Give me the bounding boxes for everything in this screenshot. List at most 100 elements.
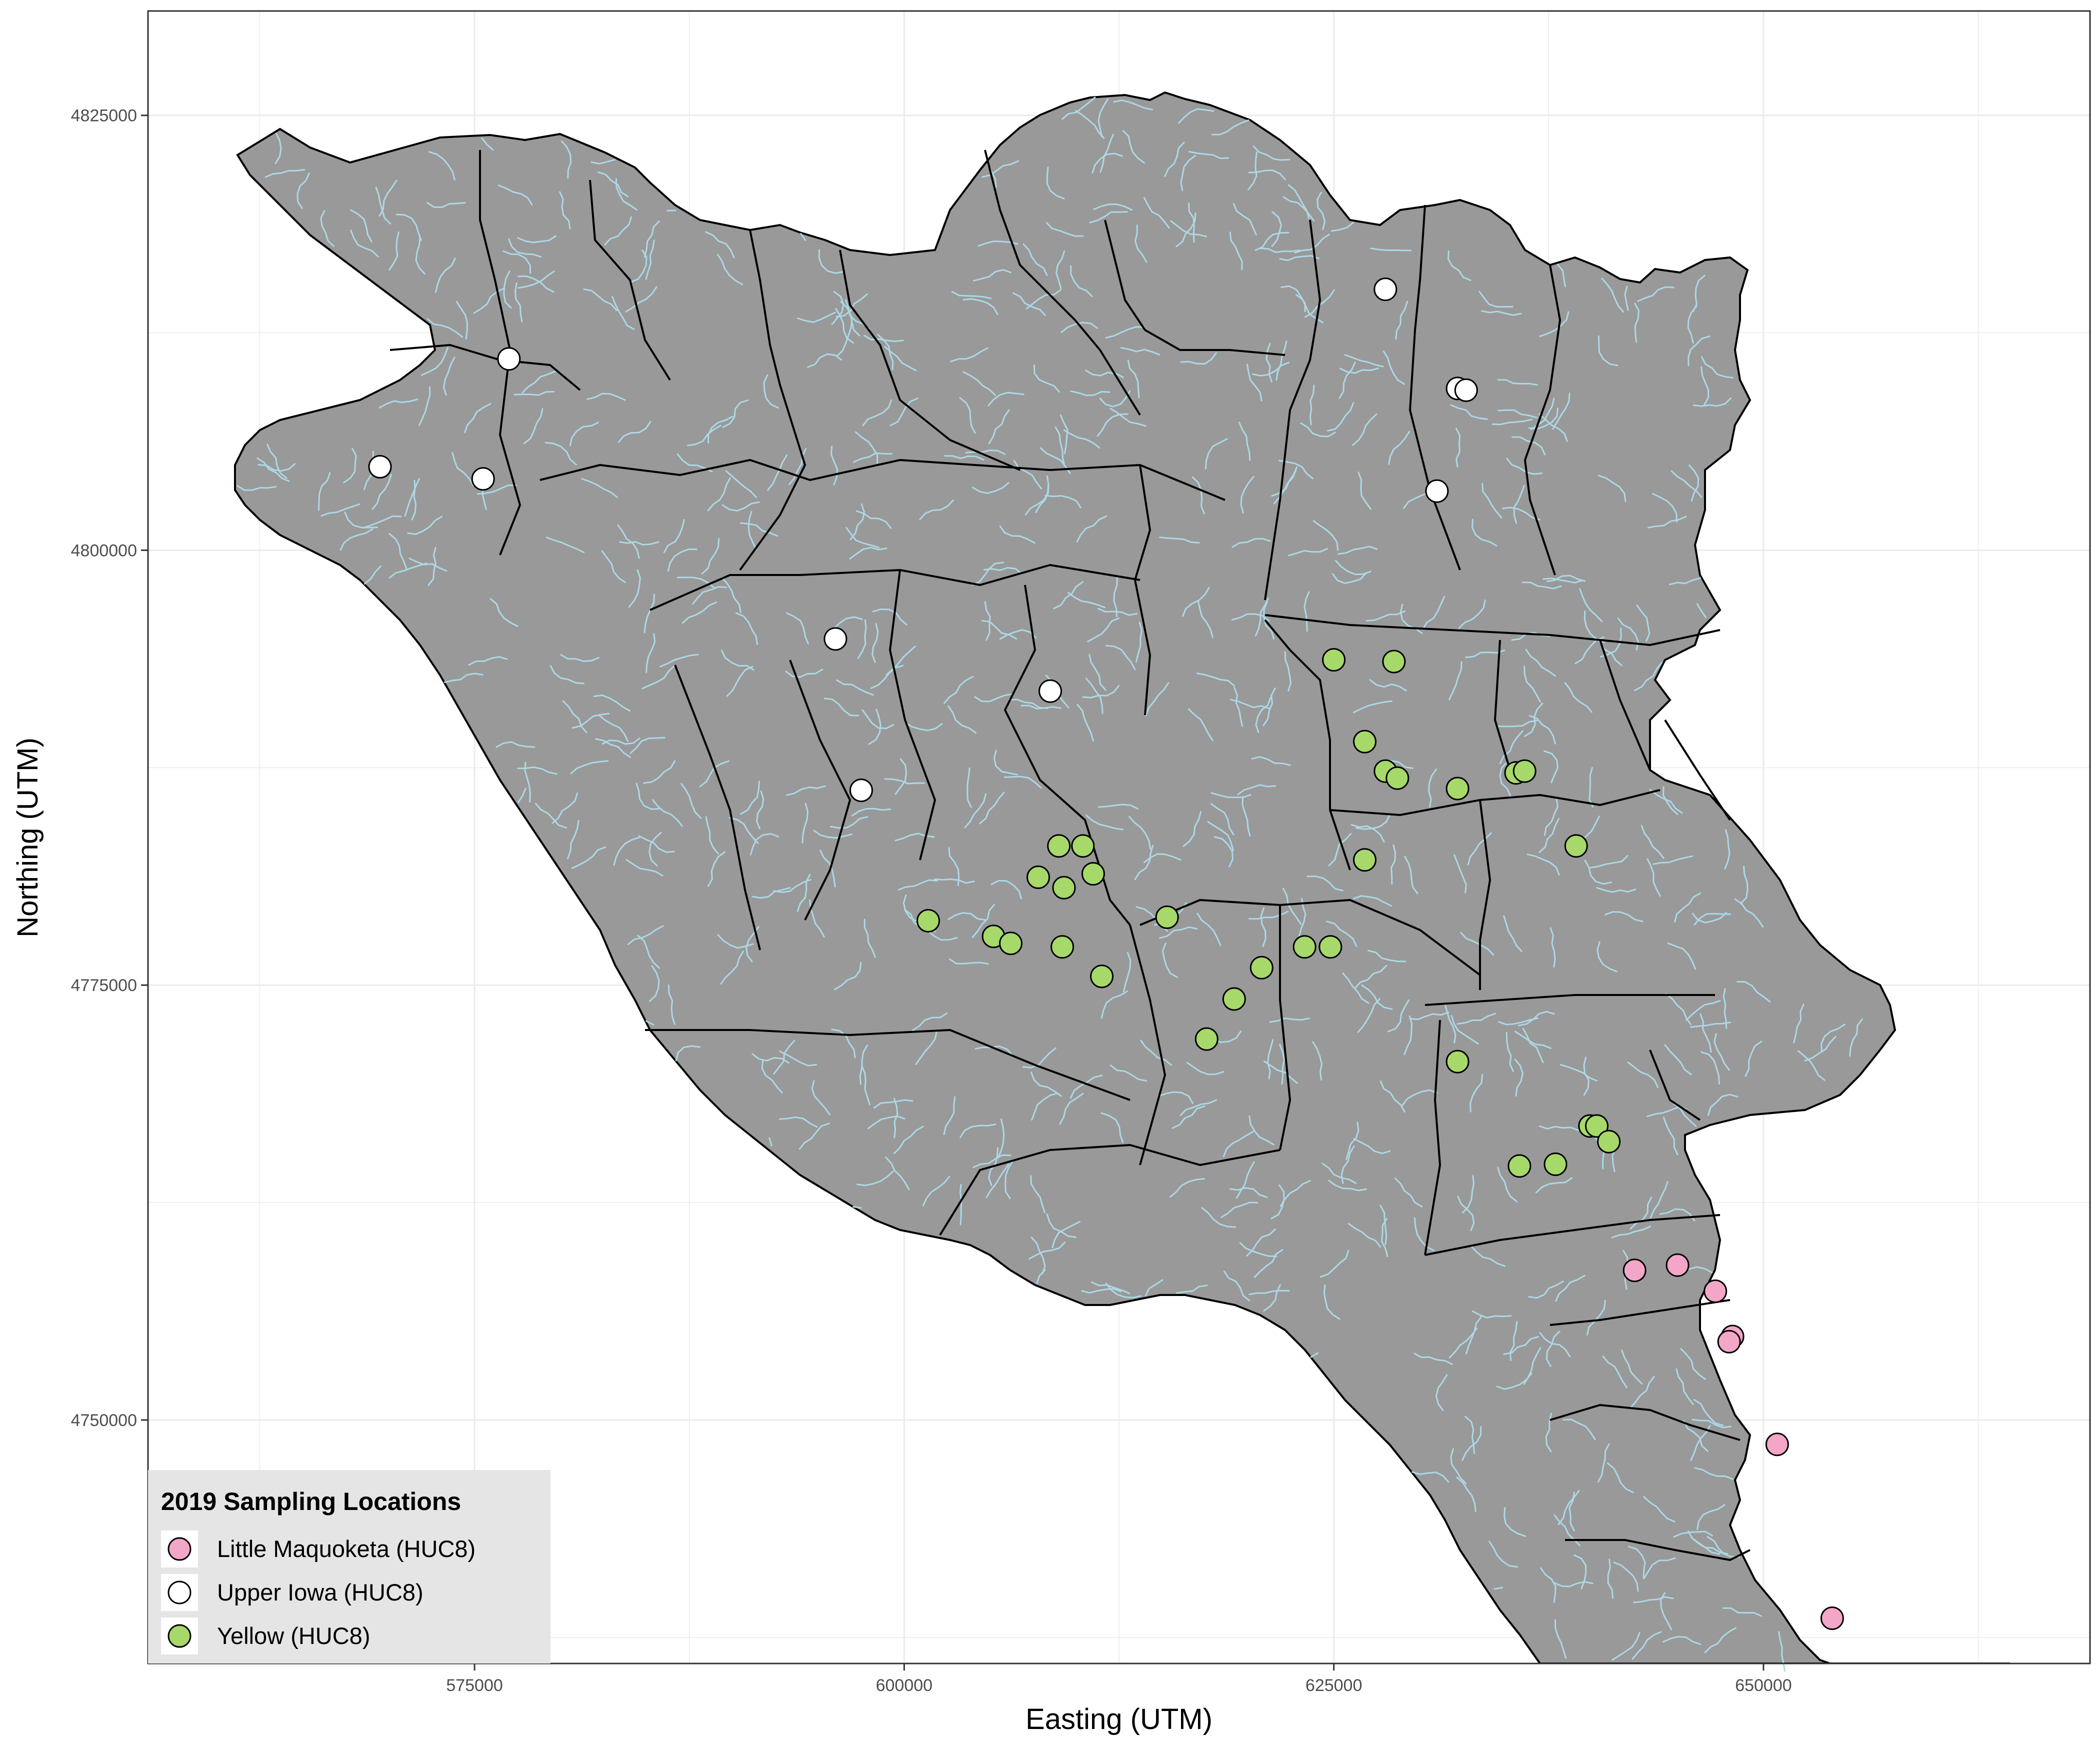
stream-segment: [1140, 1040, 1172, 1066]
stream-segment: [1380, 1218, 1388, 1257]
stream-segment: [948, 705, 977, 734]
stream-segment: [1506, 458, 1542, 475]
stream-segment: [1004, 1160, 1014, 1200]
stream-segment: [1598, 474, 1626, 502]
stream-segment: [1262, 688, 1276, 726]
stream-segment: [1462, 1175, 1474, 1214]
stream-segment: [922, 1176, 950, 1206]
stream-segment: [618, 421, 652, 443]
stream-segment: [408, 558, 448, 572]
subwatershed-boundary: [889, 570, 936, 860]
stream-segment: [464, 403, 492, 434]
stream-segment: [517, 235, 556, 244]
stream-segment: [508, 238, 542, 258]
stream-segment: [1242, 796, 1251, 837]
stream-segment: [919, 499, 954, 520]
stream-segment: [1382, 350, 1406, 385]
stream-segment: [1033, 364, 1060, 393]
stream-segment: [1668, 577, 1702, 586]
stream-segment: [546, 536, 585, 554]
stream-segment: [1063, 429, 1100, 449]
stream-segment: [1350, 824, 1385, 843]
y-tick-label: 4775000: [71, 976, 137, 995]
stream-segment: [1298, 898, 1306, 938]
stream-segment: [1176, 1284, 1208, 1294]
stream-segment: [1632, 1631, 1662, 1660]
stream-segment: [667, 548, 698, 572]
stream-segment: [481, 138, 494, 151]
stream-segment: [1409, 1012, 1450, 1020]
stream-segment: [1558, 1490, 1580, 1526]
subwatershed-boundary: [1424, 994, 1715, 1006]
stream-segment: [1692, 274, 1706, 312]
stream-segment: [1502, 506, 1540, 520]
stream-segment: [1236, 1161, 1255, 1199]
stream-segment: [452, 452, 474, 486]
stream-segment: [1232, 538, 1271, 548]
stream-segment: [831, 1028, 856, 1058]
stream-segment: [342, 448, 357, 484]
subwatershed-boundary: [1524, 264, 1561, 576]
stream-segment: [1652, 855, 1694, 865]
stream-segment: [687, 424, 722, 446]
stream-segment: [1284, 651, 1292, 692]
stream-segment: [1448, 661, 1462, 700]
stream-segment: [707, 477, 731, 512]
stream-segment: [1100, 1112, 1124, 1144]
stream-segment: [1251, 756, 1292, 766]
stream-segment: [602, 738, 640, 745]
stream-segment: [1180, 1099, 1218, 1116]
stream-segment: [597, 171, 629, 198]
stream-segment: [514, 282, 523, 322]
stream-segment: [517, 766, 558, 775]
stream-segment: [1647, 516, 1687, 528]
stream-segment: [680, 782, 702, 819]
stream-segment: [1122, 952, 1132, 992]
stream-segment: [1013, 460, 1042, 490]
stream-segment: [964, 793, 986, 828]
stream-segment: [258, 463, 296, 472]
stream-segment: [1306, 876, 1344, 892]
stream-segment: [951, 290, 992, 300]
stream-segment: [972, 1154, 1012, 1168]
stream-segment: [682, 602, 718, 624]
stream-segment: [1688, 336, 1710, 366]
stream-segment: [1044, 494, 1082, 508]
stream-segment: [1573, 1554, 1587, 1590]
stream-segment: [1304, 591, 1310, 632]
stream-segment: [1450, 1015, 1479, 1044]
stream-segment: [1458, 600, 1486, 629]
stream-segment: [1514, 1058, 1524, 1097]
sampling-point: [1622, 1258, 1646, 1282]
stream-segment: [831, 291, 844, 326]
stream-segment: [627, 925, 664, 946]
stream-segment: [1180, 352, 1217, 365]
legend-label: Upper Iowa (HUC8): [217, 1579, 424, 1606]
stream-segment: [1028, 1242, 1066, 1260]
stream-segment: [1093, 203, 1133, 211]
stream-segment: [1036, 1269, 1046, 1284]
stream-segment: [1694, 1467, 1734, 1480]
sampling-point: [1666, 1253, 1690, 1277]
sampling-point: [1585, 1114, 1608, 1138]
stream-segment: [1621, 1349, 1643, 1385]
stream-segment: [943, 1096, 956, 1136]
y-tick-label: 4825000: [71, 106, 137, 126]
stream-segment: [1220, 1202, 1258, 1218]
stream-segment: [1690, 1022, 1732, 1028]
stream-segment: [1254, 232, 1290, 251]
sampling-point: [1038, 679, 1062, 703]
stream-segment: [1098, 804, 1138, 810]
stream-segment: [836, 319, 853, 357]
stream-segment: [1309, 384, 1315, 426]
stream-segment: [862, 709, 894, 730]
subwatershed-boundary: [1134, 464, 1151, 716]
sampling-point: [1446, 776, 1470, 800]
stream-segment: [1342, 972, 1370, 1004]
stream-segment: [1538, 818, 1560, 854]
stream-segment: [1435, 1374, 1448, 1411]
watershed-outline: [234, 91, 2010, 1664]
subwatershed-boundary: [1565, 1539, 1750, 1561]
stream-segment: [974, 1045, 1013, 1056]
stream-segment: [1664, 1044, 1692, 1076]
